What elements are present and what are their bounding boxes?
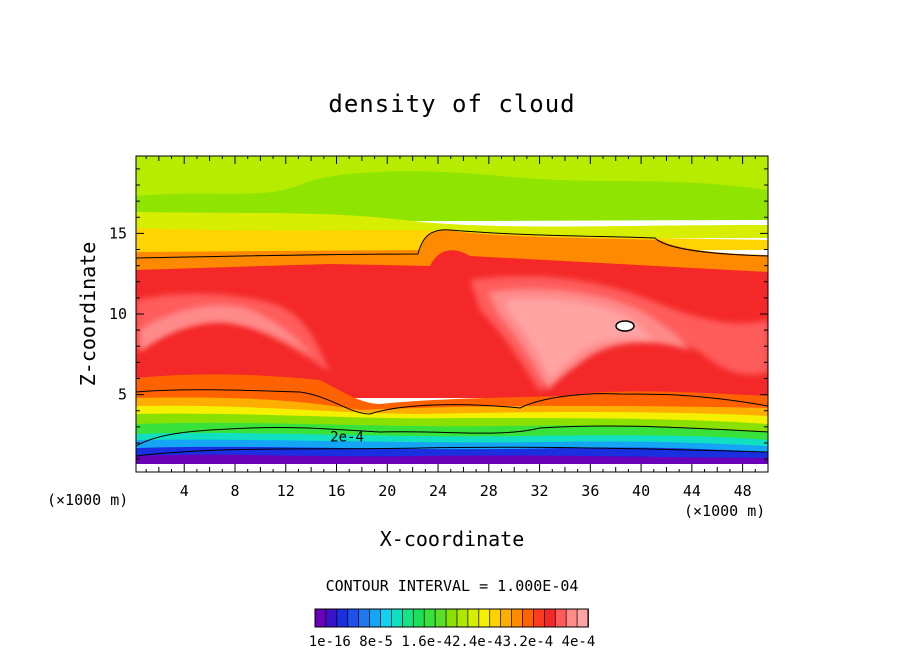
colorbar-swatch — [478, 608, 491, 628]
x-axis-label: X-coordinate — [380, 527, 525, 551]
lobe-right-peak — [505, 298, 652, 380]
colorbar-swatch — [565, 608, 578, 628]
contour-lower — [136, 446, 768, 457]
contour-island — [615, 320, 635, 332]
x-tick-label: 8 — [230, 482, 239, 500]
contour-2e4 — [136, 425, 768, 447]
colorbar-swatch — [522, 608, 535, 628]
colorbar-swatch — [358, 608, 371, 628]
colorbar-swatch — [554, 608, 568, 628]
x-tick-label: 44 — [683, 482, 701, 500]
x-tick-label: 40 — [632, 482, 650, 500]
colorbar-swatch — [402, 608, 415, 628]
colorbar-swatch — [347, 608, 360, 628]
x-tick-label: 16 — [327, 482, 345, 500]
y-axis-ticks: 5 10 15 — [109, 168, 768, 460]
x-tick-label: 20 — [378, 482, 396, 500]
contour-middle — [136, 389, 768, 415]
colorbar — [314, 608, 589, 628]
band-orange-low — [136, 374, 768, 410]
colorbar-swatch — [467, 608, 480, 628]
y-tick-label: 15 — [109, 224, 127, 242]
colorbar-swatch — [325, 608, 338, 628]
lobe-left-inner — [140, 305, 312, 356]
colorbar-swatch — [445, 608, 458, 628]
band-purple-low — [136, 454, 768, 466]
band-base — [136, 464, 768, 472]
colorbar-swatch — [533, 608, 546, 628]
colorbar-swatch — [336, 608, 349, 628]
contour-interval: CONTOUR INTERVAL = 1.000E-04 — [326, 577, 579, 595]
x-tick-label: 36 — [581, 482, 599, 500]
colorbar-swatch — [456, 608, 469, 628]
x-tick-label: 48 — [734, 482, 752, 500]
density-field — [136, 156, 768, 472]
colorbar-frame — [314, 608, 589, 628]
contour-top — [136, 229, 768, 259]
y-tick-label: 5 — [118, 386, 127, 404]
x-axis-ticks: 4 8 12 16 20 24 28 32 36 40 44 48 — [145, 156, 756, 500]
colorbar-swatch — [391, 608, 404, 628]
colorbar-swatch — [576, 608, 589, 628]
y-tick-label: 10 — [109, 305, 127, 323]
x-tick-label: 12 — [277, 482, 295, 500]
colorbar-swatch — [500, 608, 513, 628]
colorbar-swatch — [489, 608, 502, 628]
colorbar-swatch — [380, 608, 393, 628]
colorbar-swatch — [543, 608, 557, 628]
colorbar-swatch — [434, 608, 447, 628]
x-tick-label: 4 — [180, 482, 189, 500]
x-unit-right: (×1000 m) — [684, 502, 765, 520]
colorbar-labels: 1e-16 8e-5 1.6e-42.4e-43.2e-4 4e-4 — [309, 634, 596, 650]
x-tick-label: 32 — [531, 482, 549, 500]
contour-label: 2e-4 — [330, 430, 364, 446]
colorbar-swatch — [369, 608, 382, 628]
x-tick-label: 24 — [429, 482, 447, 500]
colorbar-swatch — [423, 608, 436, 628]
y-axis-label: Z-coordinate — [76, 242, 100, 387]
chart-title: density of cloud — [328, 90, 575, 118]
colorbar-swatch — [412, 608, 426, 628]
x-tick-label: 28 — [480, 482, 498, 500]
colorbar-swatch — [511, 608, 524, 628]
band-upper-1 — [136, 171, 768, 222]
colorbar-swatch — [314, 608, 327, 628]
x-unit-left: (×1000 m) — [47, 491, 128, 509]
